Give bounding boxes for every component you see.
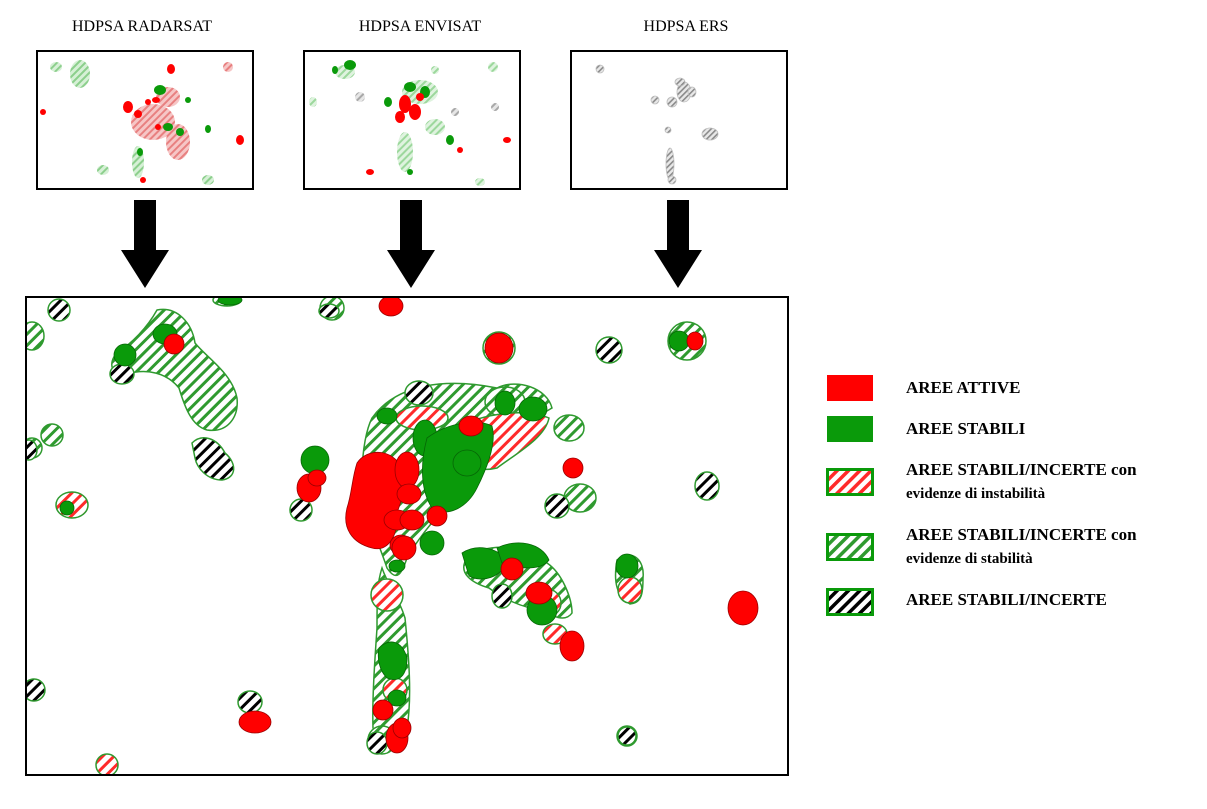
legend-swatch-green-hatch xyxy=(826,533,874,561)
envisat-hatched-areas xyxy=(309,62,499,186)
legend-label-line2: evidenze di stabilità xyxy=(906,551,1033,567)
radarsat-active-areas xyxy=(40,64,244,183)
legend-swatch-stable xyxy=(826,415,874,442)
legend-label: AREE STABILI/INCERTE con xyxy=(906,460,1137,479)
inset-map-ers xyxy=(570,50,788,190)
combined-map xyxy=(25,296,789,776)
legend-swatch-red-hatch xyxy=(826,468,874,496)
inset-map-envisat xyxy=(303,50,521,190)
inset-title-radarsat: HDPSA RADARSAT xyxy=(71,18,213,35)
legend-label: AREE STABILI xyxy=(906,419,1026,438)
radarsat-stable-areas xyxy=(137,85,211,156)
active-areas xyxy=(163,298,759,754)
legend-label: AREE STABILI/INCERTE xyxy=(906,590,1107,609)
legend-swatch-black-hatch xyxy=(826,588,874,616)
radarsat-hatched-areas xyxy=(50,60,233,185)
inset-map-radarsat xyxy=(36,50,254,190)
legend-label-line2: evidenze di instabilità xyxy=(906,486,1046,502)
down-arrow-icon xyxy=(654,200,702,295)
inset-title-envisat: HDPSA ENVISAT xyxy=(358,18,482,35)
legend-swatch-active xyxy=(826,374,874,401)
legend-label: AREE STABILI/INCERTE con xyxy=(906,525,1137,544)
stable-uncertain-black-hatched-areas xyxy=(27,298,720,755)
down-arrow-icon xyxy=(121,200,169,295)
inset-title-ers: HDPSA ERS xyxy=(643,18,729,35)
ers-hatched-areas xyxy=(595,64,719,185)
envisat-active-areas xyxy=(366,93,511,175)
legend-label: AREE ATTIVE xyxy=(906,378,1021,397)
down-arrow-icon xyxy=(387,200,435,295)
